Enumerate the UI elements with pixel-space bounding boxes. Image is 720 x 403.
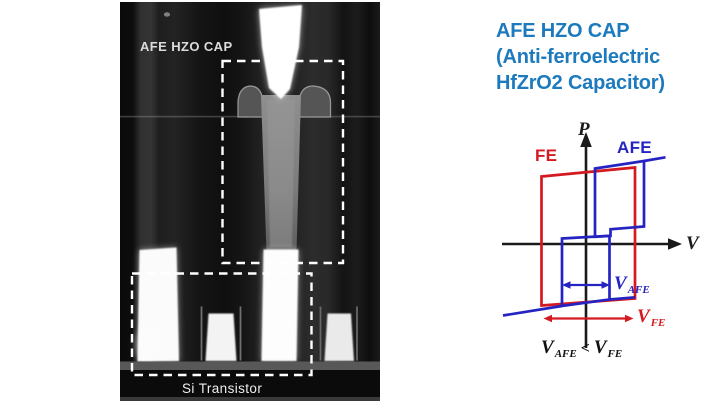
contact-blob-small-left: [205, 313, 237, 361]
speck: [163, 12, 171, 17]
x-axis-label: V: [686, 233, 699, 254]
v-fe-arrowhead-right-icon: [625, 314, 634, 323]
contact-liner-small-right: [319, 306, 358, 361]
v-afe-arrowhead-right-icon: [601, 281, 610, 289]
contact-liner-small-left: [200, 306, 242, 361]
figure-title-line1: AFE HZO CAP: [496, 20, 630, 42]
afe-tail-top-right: [643, 155, 666, 163]
substrate-band-top: [120, 361, 380, 370]
v-afe-arrowhead-left-icon: [562, 281, 571, 289]
capacitor-shoulder-left: [237, 85, 264, 118]
contact-blob-small-right: [324, 313, 354, 361]
v-fe-label: VFE: [637, 306, 665, 329]
substrate-dark: [120, 370, 380, 397]
v-fe-subscript: FE: [650, 317, 666, 329]
figure-title-line3: HfZrO2 Capacitor): [496, 72, 665, 94]
micrograph-label-si-transistor: Si Transistor: [182, 381, 263, 396]
contact-blob-left-bloom: [135, 327, 161, 361]
dashed-roi-si-transistor: [130, 272, 313, 377]
formula-lhs-base: V: [541, 337, 554, 358]
afe-tail-bottom-right: [609, 295, 636, 301]
inequality-formula: VAFE < VFE: [541, 337, 622, 360]
contact-blob-center: [261, 249, 299, 361]
top-contact-shape: [259, 5, 302, 99]
v-fe-arrowhead-left-icon: [543, 314, 552, 323]
afe-curve-label: AFE: [617, 138, 652, 157]
v-axis-arrowhead-icon: [668, 238, 682, 250]
v-afe-base: V: [614, 273, 627, 294]
v-afe-label: VAFE: [614, 273, 650, 296]
v-fe-base: V: [637, 306, 650, 327]
dashed-roi-afe-cap: [221, 59, 345, 265]
capacitor-column-core: [267, 100, 295, 247]
afe-upper-loop: [593, 159, 646, 239]
formula-operator: <: [580, 340, 590, 357]
hysteresis-plot: [502, 132, 682, 348]
formula-lhs-subscript: AFE: [554, 348, 577, 360]
figure-title-line2: (Anti-ferroelectric: [496, 46, 661, 68]
formula-rhs-subscript: FE: [607, 348, 623, 360]
tem-micrograph-image: [120, 2, 380, 401]
substrate-band-bottom: [120, 397, 380, 401]
p-axis-arrowhead-icon: [580, 132, 592, 147]
tem-micrograph-panel: AFE HZO CAP Si Transistor: [120, 2, 380, 401]
formula-rhs-base: V: [593, 337, 607, 358]
micrograph-label-afe-hzo-cap: AFE HZO CAP: [140, 39, 233, 54]
fe-curve-label: FE: [535, 146, 558, 165]
v-afe-subscript: AFE: [627, 284, 650, 296]
capacitor-shoulder-right: [298, 85, 332, 118]
y-axis-label: P: [578, 119, 590, 140]
afe-tail-bottom-left: [502, 304, 563, 317]
figure-title: AFE HZO CAP (Anti-ferroelectric HfZrO2 C…: [496, 18, 720, 96]
